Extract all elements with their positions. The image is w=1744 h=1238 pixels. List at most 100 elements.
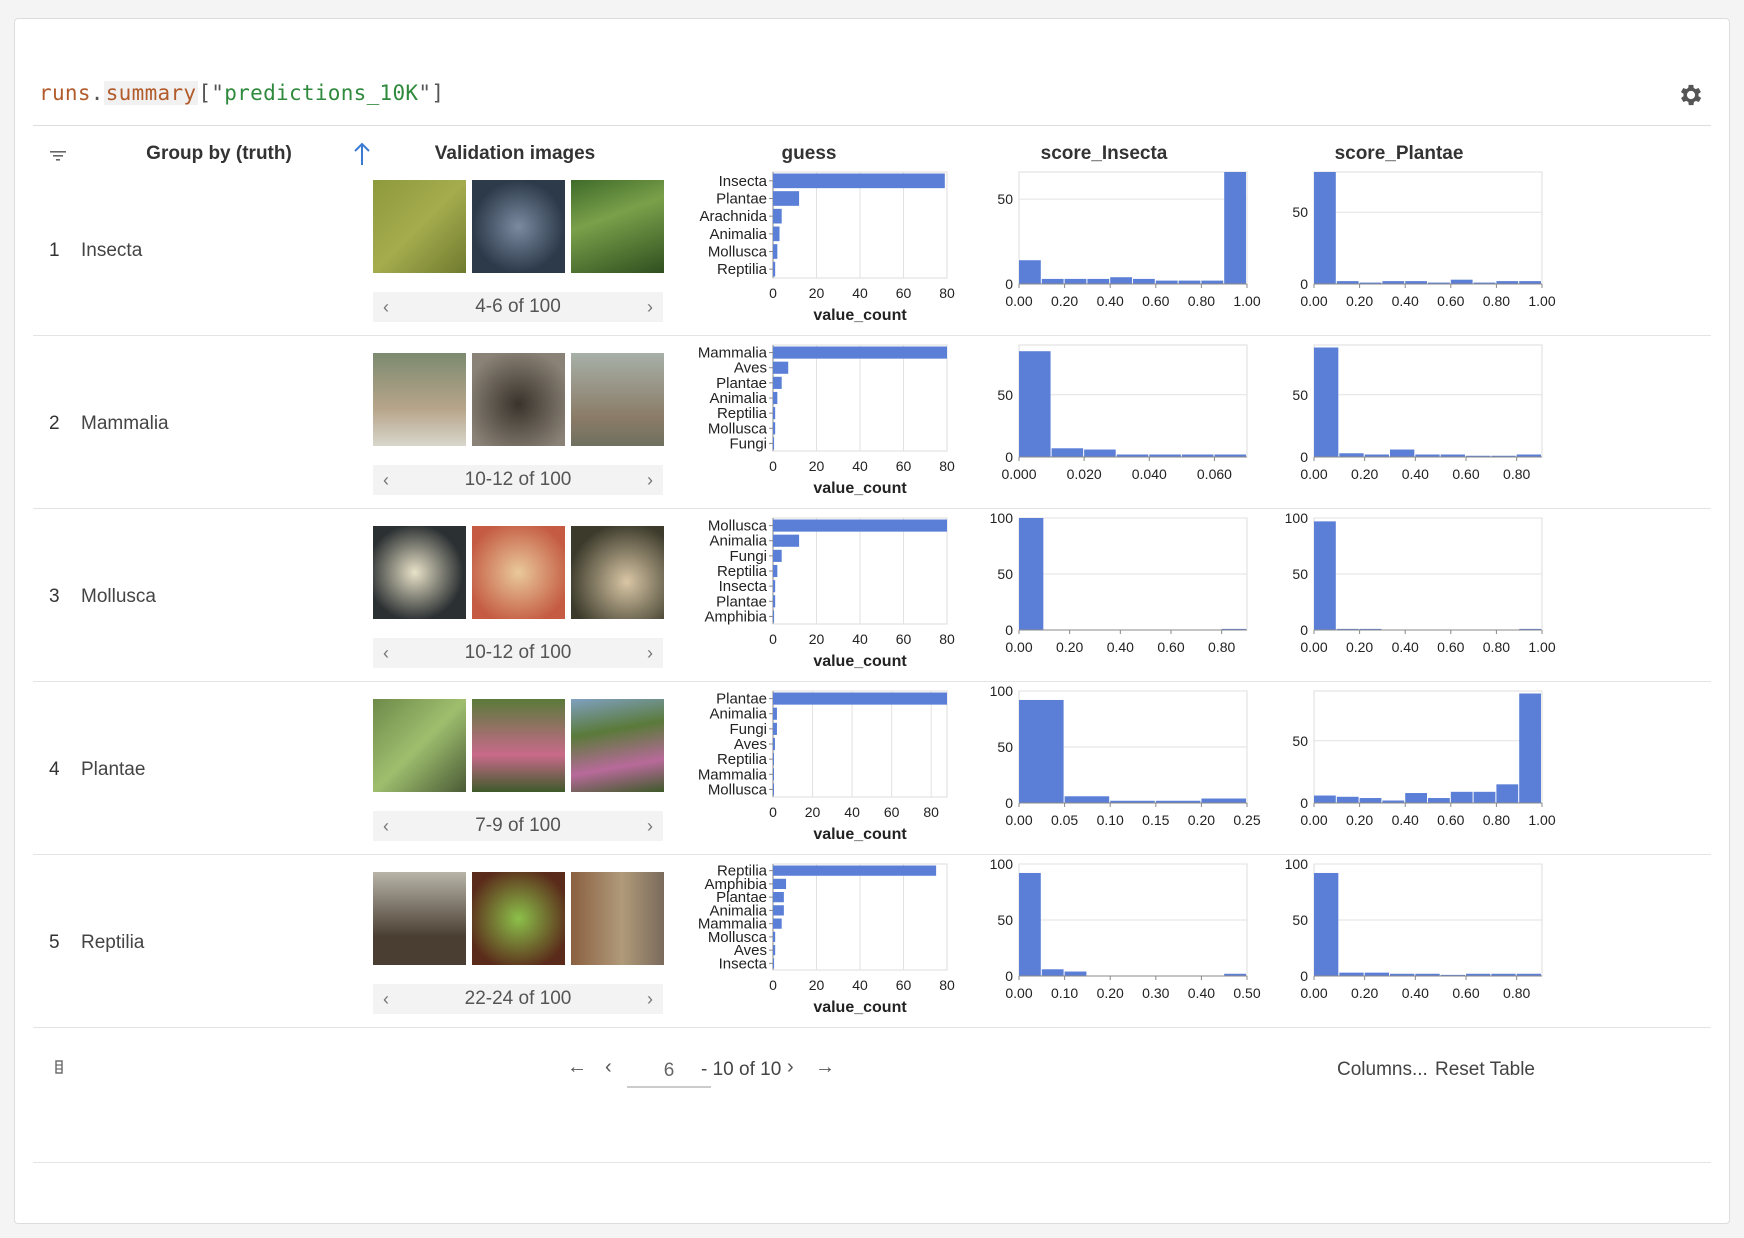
histogram-bar [1519,628,1541,630]
validation-image[interactable] [373,180,466,273]
validation-image[interactable] [571,180,664,273]
columns-button[interactable]: Columns... [1337,1059,1428,1080]
validation-image[interactable] [472,353,565,446]
chevron-right-icon[interactable]: › [646,988,653,1009]
x-tick-label: 0.20 [1351,985,1378,1001]
image-strip [373,353,664,446]
bar [773,958,775,969]
category-label: Reptilia [717,405,768,422]
chevron-right-icon[interactable]: › [646,815,653,836]
histogram-bar [1019,872,1041,976]
y-tick-label: 0 [1300,622,1308,638]
chevron-right-icon[interactable]: › [646,469,653,490]
x-tick-label: 0.00 [1300,985,1327,1001]
query-expression[interactable]: runs . summary [" predictions_10K "] [39,81,444,105]
validation-image[interactable] [472,526,565,619]
first-page-button[interactable]: ← [567,1056,587,1078]
chevron-left-icon[interactable]: ‹ [383,815,389,836]
validation-image[interactable] [373,699,466,792]
chevron-left-icon[interactable]: ‹ [383,296,389,317]
histogram-bar [1359,628,1382,630]
histogram-bar [1516,454,1541,457]
x-tick-label: 0.80 [1188,293,1215,309]
category-label: Animalia [709,706,767,723]
validation-image[interactable] [472,180,565,273]
validation-image[interactable] [571,872,664,965]
y-tick-label: 50 [997,566,1013,582]
bar [773,892,784,903]
histogram-bar [1382,800,1405,803]
histogram-bar [1390,973,1415,976]
x-tick-label: 60 [896,631,912,647]
category-label: Reptilia [717,563,768,580]
histogram-bar [1473,791,1496,803]
histogram-bar [1041,969,1064,976]
score-plantae-histogram: 0 50 100 0.00 0.20 0.40 0.60 0.80 [1285,858,1543,1001]
x-tick-label: 0.40 [1392,812,1419,828]
validation-image[interactable] [373,353,466,446]
x-tick-label: 20 [809,631,825,647]
histogram-bar [1359,282,1382,284]
x-tick-label: 40 [852,631,868,647]
expr-key: predictions_10K [224,81,419,105]
table-row: 5 Reptilia ‹ 22-24 of 100 › Reptilia Amphibia P… [33,854,1711,1028]
x-tick-label: 20 [805,804,821,820]
chevron-left-icon[interactable]: ‹ [383,988,389,1009]
category-label: Mammalia [698,766,768,783]
x-tick-label: 0.020 [1067,466,1102,482]
prev-page-button[interactable]: ‹ [605,1056,612,1078]
expr-close: "] [418,81,445,105]
last-page-button[interactable]: → [815,1056,835,1078]
bar [773,783,774,796]
row-group-name: Plantae [81,759,146,780]
x-tick-label: 0.80 [1483,812,1510,828]
table-row: 2 Mammalia ‹ 10-12 of 100 › Mammalia Aves Plant… [33,335,1711,509]
row-index: 5 [49,932,60,953]
y-tick-label: 0 [1005,622,1013,638]
plot-frame [1313,344,1543,458]
x-tick-label: 0 [769,804,777,820]
chevron-right-icon[interactable]: › [646,296,653,317]
page-number-input[interactable] [627,1056,711,1088]
histogram-bar [1116,454,1149,457]
chevron-right-icon[interactable]: › [646,642,653,663]
header-score-insecta[interactable]: score_Insecta [1040,143,1168,164]
validation-image[interactable] [472,699,565,792]
expr-attribute: summary [103,81,199,105]
header-score-plantae[interactable]: score_Plantae [1334,143,1464,164]
x-tick-label: 0.20 [1346,293,1373,309]
validation-image[interactable] [472,872,565,965]
x-tick-label: 0.10 [1097,812,1124,828]
histogram-bar [1382,281,1405,284]
next-page-button[interactable]: › [787,1056,794,1078]
column-toggle-icon[interactable] [53,1059,65,1075]
header-group-by[interactable]: Group by (truth) [146,143,292,164]
x-tick-label: 20 [809,458,825,474]
header-validation-images[interactable]: Validation images [434,143,596,164]
histogram-bar [1440,974,1465,976]
histogram-bar [1466,973,1491,976]
gear-icon[interactable] [1677,81,1705,109]
histogram-bar [1496,784,1519,803]
filter-icon[interactable] [49,149,67,163]
category-label: Mollusca [708,781,768,798]
category-label: Mammalia [698,916,768,933]
validation-image[interactable] [571,353,664,446]
expr-object: runs [39,81,91,105]
histogram-bar [1415,454,1440,457]
reset-table-button[interactable]: Reset Table [1435,1059,1535,1080]
category-label: Fungi [729,548,767,565]
validation-image[interactable] [373,526,466,619]
validation-image[interactable] [571,526,664,619]
chevron-left-icon[interactable]: ‹ [383,469,389,490]
histogram-bar [1466,455,1491,457]
x-tick-label: 0.000 [1001,466,1036,482]
histogram-bar [1496,281,1519,284]
validation-image[interactable] [571,699,664,792]
header-guess[interactable]: guess [781,143,837,164]
validation-image[interactable] [373,872,466,965]
sort-ascending-icon[interactable] [353,141,371,167]
chevron-left-icon[interactable]: ‹ [383,642,389,663]
bar [773,931,776,942]
y-tick-label: 0 [1005,795,1013,811]
